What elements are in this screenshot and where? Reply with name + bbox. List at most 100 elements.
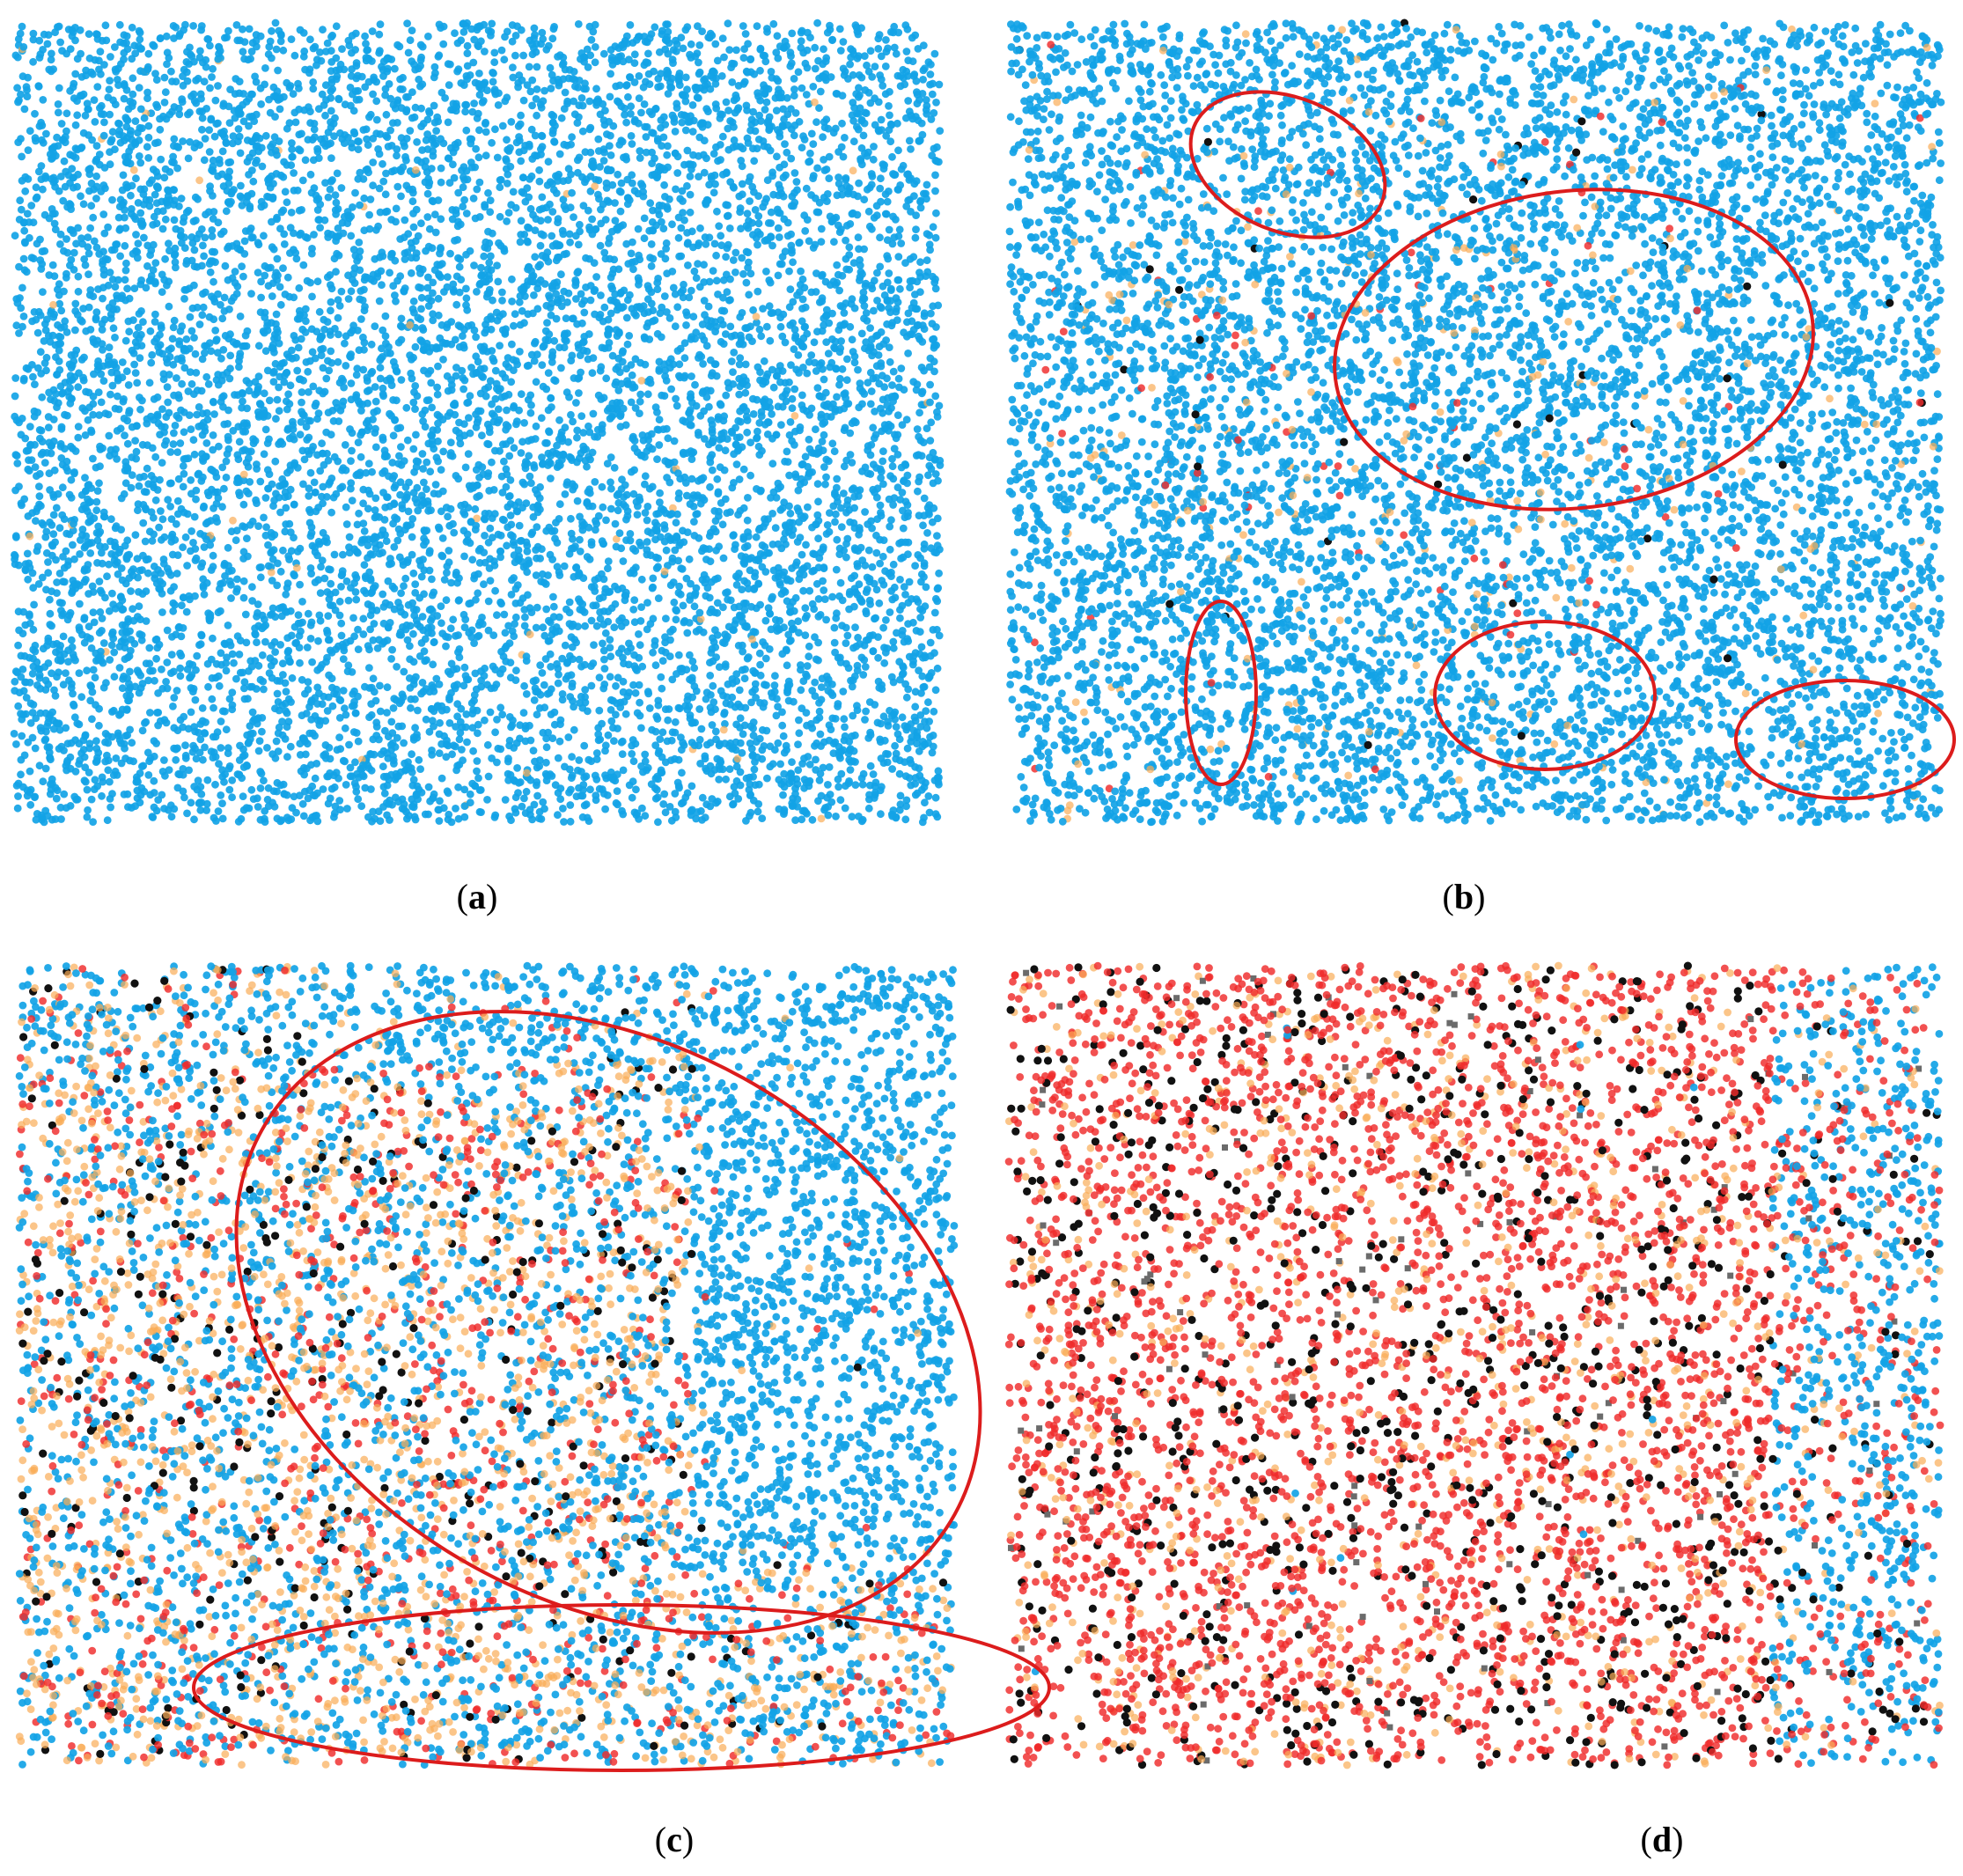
point-blue (15, 482, 23, 490)
point-blue (473, 767, 481, 776)
point-blue (743, 428, 752, 437)
point-blue (848, 682, 857, 691)
point-orange (790, 412, 799, 420)
point-blue (928, 90, 937, 99)
point-blue (298, 176, 307, 185)
point-blue (144, 133, 153, 142)
point-blue (584, 755, 593, 764)
point-blue (201, 233, 210, 242)
point-blue (463, 399, 472, 408)
point-blue (781, 338, 790, 347)
point-blue (814, 497, 822, 506)
point-blue (596, 614, 605, 623)
point-blue (477, 263, 485, 272)
point-blue (90, 618, 99, 627)
point-blue (20, 105, 29, 114)
point-blue (836, 796, 845, 805)
point-blue (225, 200, 234, 209)
point-blue (763, 774, 771, 783)
point-blue (892, 749, 901, 758)
point-blue (87, 426, 95, 435)
point-blue (347, 484, 355, 493)
point-blue (568, 753, 576, 761)
point-blue (96, 607, 105, 616)
point-blue (371, 443, 380, 452)
point-blue (192, 495, 200, 504)
point-blue (900, 476, 908, 485)
point-blue (805, 761, 814, 769)
point-blue (761, 654, 770, 663)
point-blue (927, 309, 935, 318)
point-blue (188, 688, 197, 695)
point-blue (424, 810, 432, 819)
point-blue (87, 795, 96, 804)
point-blue (114, 76, 121, 84)
point-blue (807, 129, 816, 138)
point-blue (797, 267, 805, 276)
point-blue (548, 34, 557, 43)
point-blue (335, 597, 344, 606)
point-blue (337, 619, 346, 628)
point-blue (898, 670, 907, 679)
point-blue (725, 46, 734, 54)
point-blue (272, 310, 281, 319)
point-blue (685, 293, 694, 302)
point-blue (215, 760, 223, 769)
point-blue (570, 97, 577, 106)
point-blue (189, 22, 198, 30)
point-blue (542, 758, 550, 767)
point-blue (191, 592, 199, 600)
point-blue (872, 548, 881, 557)
point-blue (641, 472, 650, 481)
point-blue (260, 389, 268, 398)
point-blue (182, 335, 191, 343)
point-blue (339, 550, 347, 559)
point-blue (604, 315, 613, 324)
point-blue (695, 173, 702, 181)
point-blue (587, 538, 596, 546)
point-blue (493, 261, 501, 269)
point-blue (834, 783, 842, 791)
point-blue (369, 674, 378, 683)
point-blue (876, 303, 885, 311)
point-blue (18, 22, 26, 31)
point-blue (859, 769, 868, 778)
point-blue (417, 219, 425, 228)
point-blue (354, 438, 363, 446)
point-blue (206, 268, 215, 276)
point-blue (509, 188, 518, 196)
point-blue (296, 580, 304, 589)
point-blue (559, 805, 567, 813)
point-blue (187, 489, 195, 498)
point-blue (371, 322, 379, 330)
point-blue (322, 374, 331, 383)
point-blue (722, 330, 730, 338)
point-blue (59, 578, 67, 585)
point-blue (280, 240, 289, 248)
point-blue (424, 273, 432, 282)
point-blue (350, 687, 358, 695)
point-blue (70, 468, 78, 476)
point-blue (919, 438, 928, 446)
point-blue (503, 180, 511, 188)
point-blue (486, 524, 495, 533)
point-blue (235, 77, 244, 85)
point-blue (200, 77, 209, 86)
point-blue (170, 694, 179, 702)
point-blue (53, 578, 61, 586)
point-blue (83, 99, 92, 107)
point-blue (930, 49, 939, 58)
point-blue (144, 771, 153, 779)
point-blue (151, 676, 158, 685)
point-blue (533, 791, 541, 800)
point-blue (636, 409, 643, 417)
point-blue (342, 466, 350, 475)
point-blue (244, 454, 253, 462)
point-blue (665, 314, 674, 322)
point-blue (546, 294, 554, 302)
point-blue (151, 452, 160, 461)
point-blue (78, 526, 87, 533)
point-blue (785, 267, 793, 276)
point-blue (455, 735, 464, 744)
point-blue (130, 360, 139, 369)
